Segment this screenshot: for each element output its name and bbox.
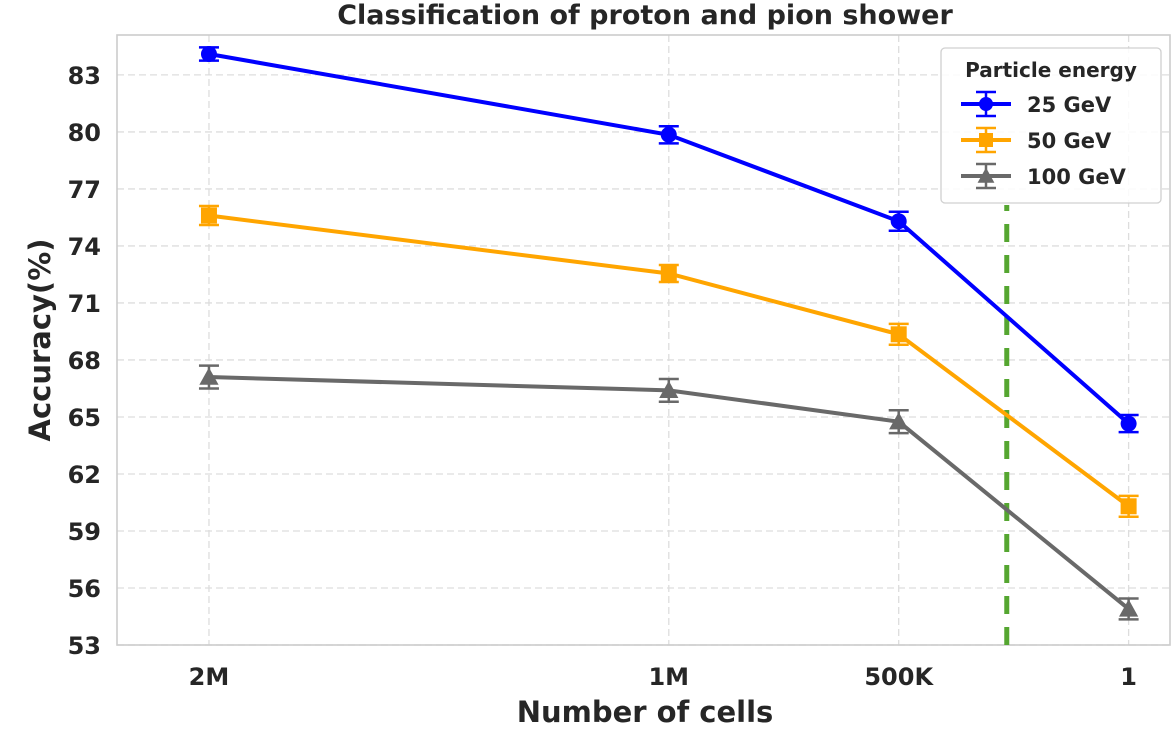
legend-label: 100 GeV	[1027, 165, 1127, 189]
y-tick-label: 77	[68, 176, 101, 204]
y-tick-label: 65	[68, 404, 101, 432]
y-tick-label: 62	[68, 461, 101, 489]
square-marker	[1120, 498, 1137, 515]
x-axis-label: Number of cells	[517, 695, 774, 729]
y-tick-label: 71	[68, 290, 101, 318]
triangle-marker	[659, 380, 679, 399]
series-line	[208, 213, 1130, 508]
x-tick-label: 2M	[189, 663, 230, 691]
y-tick-label: 80	[68, 119, 101, 147]
triangle-marker	[199, 367, 219, 385]
square-marker	[890, 326, 907, 343]
y-tick-label: 83	[68, 62, 101, 90]
series-line	[208, 52, 1130, 426]
triangle-marker	[889, 412, 909, 430]
legend: Particle energy 25 GeV 50 GeV 100 GeV	[940, 47, 1162, 204]
legend-label: 50 GeV	[1027, 129, 1112, 153]
x-tick-label: 500K	[864, 663, 934, 691]
x-tick-labels: 2M 1M 500K 1	[189, 663, 1137, 691]
y-tick-label: 53	[68, 632, 101, 660]
legend-item: 25 GeV	[961, 90, 1112, 118]
y-axis-label: Accuracy(%)	[23, 239, 57, 442]
series-group	[198, 46, 1139, 621]
y-tick-label: 68	[68, 347, 101, 375]
y-tick-label: 56	[68, 575, 101, 603]
series-line	[208, 375, 1130, 611]
square-marker	[979, 133, 993, 147]
legend-label: 25 GeV	[1027, 93, 1112, 117]
circle-marker	[979, 97, 993, 111]
x-tick-label: 1M	[648, 663, 689, 691]
circle-marker	[200, 46, 217, 63]
square-marker	[200, 207, 217, 224]
y-tick-label: 74	[68, 233, 101, 261]
y-tick-labels: 53 56 59 62 65 68 71 74 77 80 83	[68, 62, 101, 660]
y-tick-label: 59	[68, 518, 101, 546]
circle-marker	[660, 126, 677, 143]
legend-item: 100 GeV	[961, 162, 1127, 190]
legend-title: Particle energy	[965, 58, 1137, 82]
x-tick-label: 1	[1120, 663, 1137, 691]
series-50-gev	[198, 204, 1139, 518]
triangle-marker	[1119, 599, 1139, 617]
chart-title: Classification of proton and pion shower	[337, 0, 953, 31]
series-25-gev	[198, 46, 1139, 434]
triangle-marker	[977, 167, 995, 183]
series-100-gev	[198, 364, 1139, 621]
circle-marker	[890, 213, 907, 230]
circle-marker	[1120, 415, 1137, 432]
legend-item: 50 GeV	[961, 126, 1112, 154]
square-marker	[660, 265, 677, 282]
plot-frame	[116, 34, 1171, 646]
